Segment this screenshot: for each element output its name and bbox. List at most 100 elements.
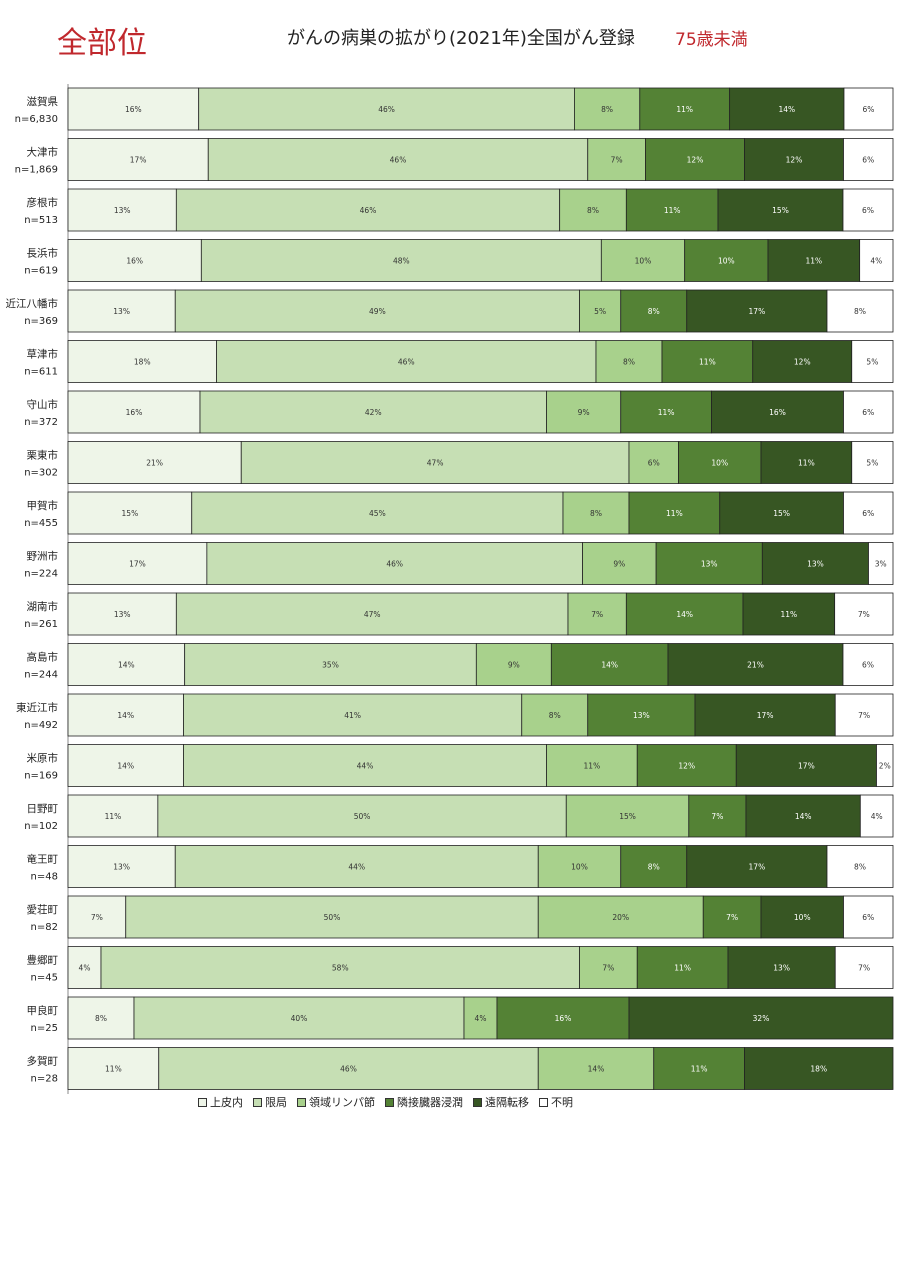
bar-segment — [537, 1047, 655, 1090]
legend-swatch — [473, 1097, 482, 1107]
bar-segment — [667, 643, 844, 686]
bar-segment — [198, 87, 575, 131]
legend-label: 隣接臓器浸潤 — [397, 1096, 463, 1109]
bar-segment — [184, 643, 477, 686]
bar-segment — [587, 693, 696, 737]
bar-segment — [125, 895, 539, 939]
data-label: 46% — [340, 1065, 357, 1074]
data-label: 16% — [126, 408, 143, 417]
data-label: 6% — [862, 913, 874, 922]
bar-segment — [579, 946, 638, 989]
data-label: 14% — [118, 661, 135, 670]
bar-segment — [206, 542, 584, 585]
data-label: 11% — [699, 358, 716, 367]
bar-segment — [628, 441, 679, 484]
data-label: 6% — [863, 105, 875, 114]
bar-segment — [157, 794, 567, 838]
data-label: 44% — [357, 762, 374, 771]
data-label: 21% — [747, 661, 764, 670]
bar-segment — [851, 441, 894, 484]
data-label: 8% — [648, 863, 660, 872]
data-label: 13% — [113, 863, 130, 872]
bar-segment — [216, 340, 597, 383]
data-label: 16% — [769, 408, 786, 417]
bar-segment — [174, 845, 539, 888]
category-n-label: n=611 — [24, 367, 58, 378]
category-n-label: n=455 — [24, 518, 58, 529]
bar-segment — [767, 239, 861, 282]
bar-segment — [686, 289, 828, 333]
bar-segment — [842, 643, 894, 686]
bar-segment — [859, 794, 894, 838]
data-label: 15% — [773, 509, 790, 518]
bar-segment — [67, 188, 177, 232]
legend-label: 遠隔転移 — [485, 1096, 529, 1109]
bar-segment — [67, 491, 193, 535]
legend-swatch — [253, 1097, 262, 1107]
bar-row: 湖南市 n=261 13% 47% 7% 14% 11% 7% — [24, 592, 894, 636]
bar-segment — [67, 592, 177, 636]
bar-segment — [550, 643, 669, 686]
data-label: 6% — [862, 661, 874, 670]
data-label: 6% — [862, 156, 874, 165]
legend-label: 限局 — [265, 1096, 287, 1109]
bar-segment — [843, 491, 894, 535]
bar-segment — [67, 138, 209, 181]
bar-row: 東近江市 n=492 14% 41% 8% 13% 17% 7% — [16, 693, 894, 737]
category-label: 多賀町 — [27, 1055, 59, 1068]
category-label: 米原市 — [27, 752, 59, 765]
category-n-label: n=102 — [24, 821, 58, 832]
bar-segment — [546, 744, 638, 787]
bar-segment — [199, 390, 547, 434]
data-label: 14% — [795, 812, 812, 821]
data-label: 35% — [322, 661, 339, 670]
bar-segment — [67, 643, 186, 686]
data-label: 46% — [360, 206, 377, 215]
bar-segment — [158, 1047, 539, 1090]
bar-segment — [240, 441, 630, 484]
bar-segment — [851, 340, 894, 383]
bar-segment — [688, 794, 747, 838]
bar-segment — [826, 289, 894, 333]
data-label: 12% — [678, 762, 695, 771]
bar-segment — [620, 390, 712, 434]
category-label: 甲賀市 — [27, 499, 59, 512]
data-label: 11% — [658, 408, 675, 417]
category-n-label: n=619 — [24, 266, 58, 277]
data-label: 13% — [773, 964, 790, 973]
category-n-label: n=369 — [24, 316, 58, 327]
data-label: 44% — [348, 863, 365, 872]
category-n-label: n=6,830 — [15, 114, 58, 125]
data-label: 15% — [772, 206, 789, 215]
bar-segment — [628, 996, 894, 1040]
bar-segment — [645, 138, 745, 181]
bar-segment — [67, 895, 127, 939]
bar-row: 豊郷町 n=45 4% 58% 7% 11% 13% 7% — [27, 946, 894, 989]
bar-segment — [678, 441, 762, 484]
legend-label: 領域リンパ節 — [309, 1096, 375, 1109]
bar-segment — [834, 693, 894, 737]
bar-row: 長浜市 n=619 16% 48% 10% 10% 11% 4% — [24, 239, 894, 282]
bar-segment — [496, 996, 630, 1040]
chart-title: がんの病巣の拡がり(2021年)全国がん登録 — [287, 28, 635, 49]
category-label: 大津市 — [27, 146, 59, 159]
bar-row: 甲賀市 n=455 15% 45% 8% 11% 15% 6% — [24, 491, 894, 535]
bar-segment — [67, 744, 184, 787]
bar-segment — [834, 592, 894, 636]
legend-swatch — [539, 1097, 548, 1107]
bar-segment — [67, 390, 201, 434]
bar-segment — [67, 441, 242, 484]
bar-segment — [600, 239, 686, 282]
legend: 上皮内 限局 領域リンパ節 隣接臓器浸潤 遠隔転移 不明 — [198, 1094, 573, 1110]
data-label: 11% — [798, 459, 815, 468]
data-label: 15% — [619, 812, 636, 821]
data-label: 21% — [146, 459, 163, 468]
category-n-label: n=302 — [24, 468, 58, 479]
data-label: 5% — [594, 307, 606, 316]
data-label: 8% — [648, 307, 660, 316]
bar-row: 大津市 n=1,869 17% 46% 7% 12% 12% 6% — [15, 138, 894, 181]
bar-segment — [620, 845, 688, 888]
data-label: 8% — [623, 358, 635, 367]
data-label: 4% — [870, 257, 882, 266]
data-label: 14% — [117, 762, 134, 771]
